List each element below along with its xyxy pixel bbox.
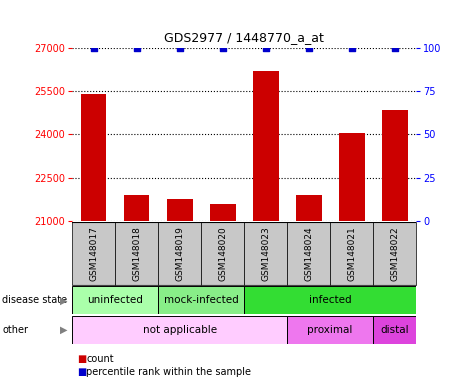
Bar [210,204,235,221]
Bar [339,133,365,221]
Bar [72,222,115,285]
Bar [287,222,330,285]
Bar [373,222,416,285]
Bar [72,316,287,344]
Text: distal: distal [380,325,409,335]
Point [262,45,269,51]
Bar [244,286,416,314]
Bar [80,94,106,221]
Text: GSM148018: GSM148018 [132,226,141,281]
Point [305,45,312,51]
Text: GSM148024: GSM148024 [304,226,313,281]
Text: ■: ■ [77,367,86,377]
Text: GSM148020: GSM148020 [218,226,227,281]
Bar [373,316,416,344]
Bar [382,110,407,221]
Title: GDS2977 / 1448770_a_at: GDS2977 / 1448770_a_at [164,31,324,44]
Bar [201,222,244,285]
Bar [166,199,193,221]
Text: GSM148022: GSM148022 [390,226,399,281]
Text: GSM148019: GSM148019 [175,226,184,281]
Bar [115,222,158,285]
Point [348,45,355,51]
Bar [296,195,322,221]
Point [391,45,399,51]
Bar [158,222,201,285]
Text: GSM148021: GSM148021 [347,226,356,281]
Bar [330,222,373,285]
Text: GSM148023: GSM148023 [261,226,270,281]
Text: infected: infected [309,295,352,305]
Text: ▶: ▶ [60,295,68,305]
Text: uninfected: uninfected [87,295,143,305]
Point [219,45,226,51]
Text: percentile rank within the sample: percentile rank within the sample [86,367,251,377]
Bar [124,195,149,221]
Text: not applicable: not applicable [143,325,217,335]
Bar [244,222,287,285]
Text: count: count [86,354,113,364]
Point [176,45,183,51]
Point [133,45,140,51]
Bar [287,316,373,344]
Text: ■: ■ [77,354,86,364]
Bar [158,286,244,314]
Text: mock-infected: mock-infected [164,295,239,305]
Text: other: other [2,325,28,335]
Text: proximal: proximal [307,325,353,335]
Bar [72,286,158,314]
Text: GSM148017: GSM148017 [89,226,98,281]
Bar [253,71,279,221]
Text: disease state: disease state [2,295,67,305]
Text: ▶: ▶ [60,325,68,335]
Point [90,45,97,51]
